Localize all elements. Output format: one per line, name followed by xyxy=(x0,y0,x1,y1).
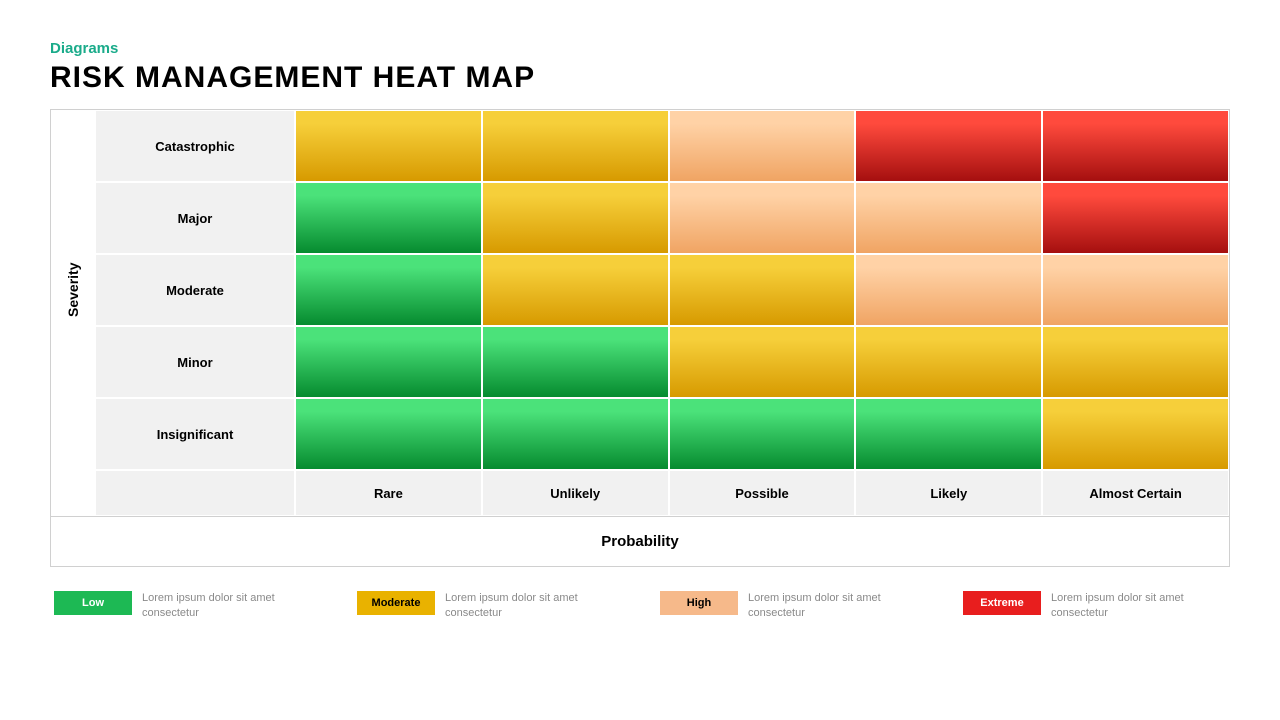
heat-cell xyxy=(855,326,1042,398)
legend-item: High Lorem ipsum dolor sit amet consectet… xyxy=(660,591,923,621)
heat-cell xyxy=(1042,110,1229,182)
legend-desc: Lorem ipsum dolor sit amet consectetur xyxy=(1051,591,1226,621)
blank-cell xyxy=(51,470,95,516)
blank-cell xyxy=(95,470,295,516)
legend-desc: Lorem ipsum dolor sit amet consectetur xyxy=(445,591,620,621)
probability-label: Almost Certain xyxy=(1042,470,1229,516)
heat-cell xyxy=(669,182,856,254)
heat-cell xyxy=(482,182,669,254)
heat-cell xyxy=(855,254,1042,326)
heatmap-grid: SeverityCatastrophicMajorModerateMinorIn… xyxy=(51,110,1229,516)
probability-label: Rare xyxy=(295,470,482,516)
y-axis-label: Severity xyxy=(51,110,95,470)
heat-cell xyxy=(482,398,669,470)
legend-item: Extreme Lorem ipsum dolor sit amet consec… xyxy=(963,591,1226,621)
severity-label: Catastrophic xyxy=(95,110,295,182)
probability-label: Likely xyxy=(855,470,1042,516)
legend-swatch: Extreme xyxy=(963,591,1041,615)
heat-cell xyxy=(482,110,669,182)
legend: Low Lorem ipsum dolor sit amet consectetu… xyxy=(50,591,1230,621)
heat-cell xyxy=(669,254,856,326)
severity-label: Major xyxy=(95,182,295,254)
legend-desc: Lorem ipsum dolor sit amet consectetur xyxy=(748,591,923,621)
heatmap-container: SeverityCatastrophicMajorModerateMinorIn… xyxy=(50,109,1230,567)
heat-cell xyxy=(669,398,856,470)
heat-cell xyxy=(669,110,856,182)
severity-label: Moderate xyxy=(95,254,295,326)
heat-cell xyxy=(855,110,1042,182)
heat-cell xyxy=(295,254,482,326)
heat-cell xyxy=(669,326,856,398)
heat-cell xyxy=(1042,326,1229,398)
probability-label: Possible xyxy=(669,470,856,516)
heat-cell xyxy=(1042,254,1229,326)
heat-cell xyxy=(482,326,669,398)
heat-cell xyxy=(295,398,482,470)
legend-swatch: Moderate xyxy=(357,591,435,615)
heat-cell xyxy=(855,398,1042,470)
heat-cell xyxy=(482,254,669,326)
legend-item: Low Lorem ipsum dolor sit amet consectetu… xyxy=(54,591,317,621)
severity-label: Insignificant xyxy=(95,398,295,470)
severity-label: Minor xyxy=(95,326,295,398)
heat-cell xyxy=(295,110,482,182)
legend-swatch: Low xyxy=(54,591,132,615)
heat-cell xyxy=(295,182,482,254)
probability-label: Unlikely xyxy=(482,470,669,516)
page-title: RISK MANAGEMENT HEAT MAP xyxy=(50,61,1230,95)
legend-desc: Lorem ipsum dolor sit amet consectetur xyxy=(142,591,317,621)
x-axis-label: Probability xyxy=(51,516,1229,566)
legend-swatch: High xyxy=(660,591,738,615)
page-subtitle: Diagrams xyxy=(50,40,1230,57)
heat-cell xyxy=(295,326,482,398)
heat-cell xyxy=(1042,398,1229,470)
heat-cell xyxy=(855,182,1042,254)
heat-cell xyxy=(1042,182,1229,254)
legend-item: Moderate Lorem ipsum dolor sit amet conse… xyxy=(357,591,620,621)
